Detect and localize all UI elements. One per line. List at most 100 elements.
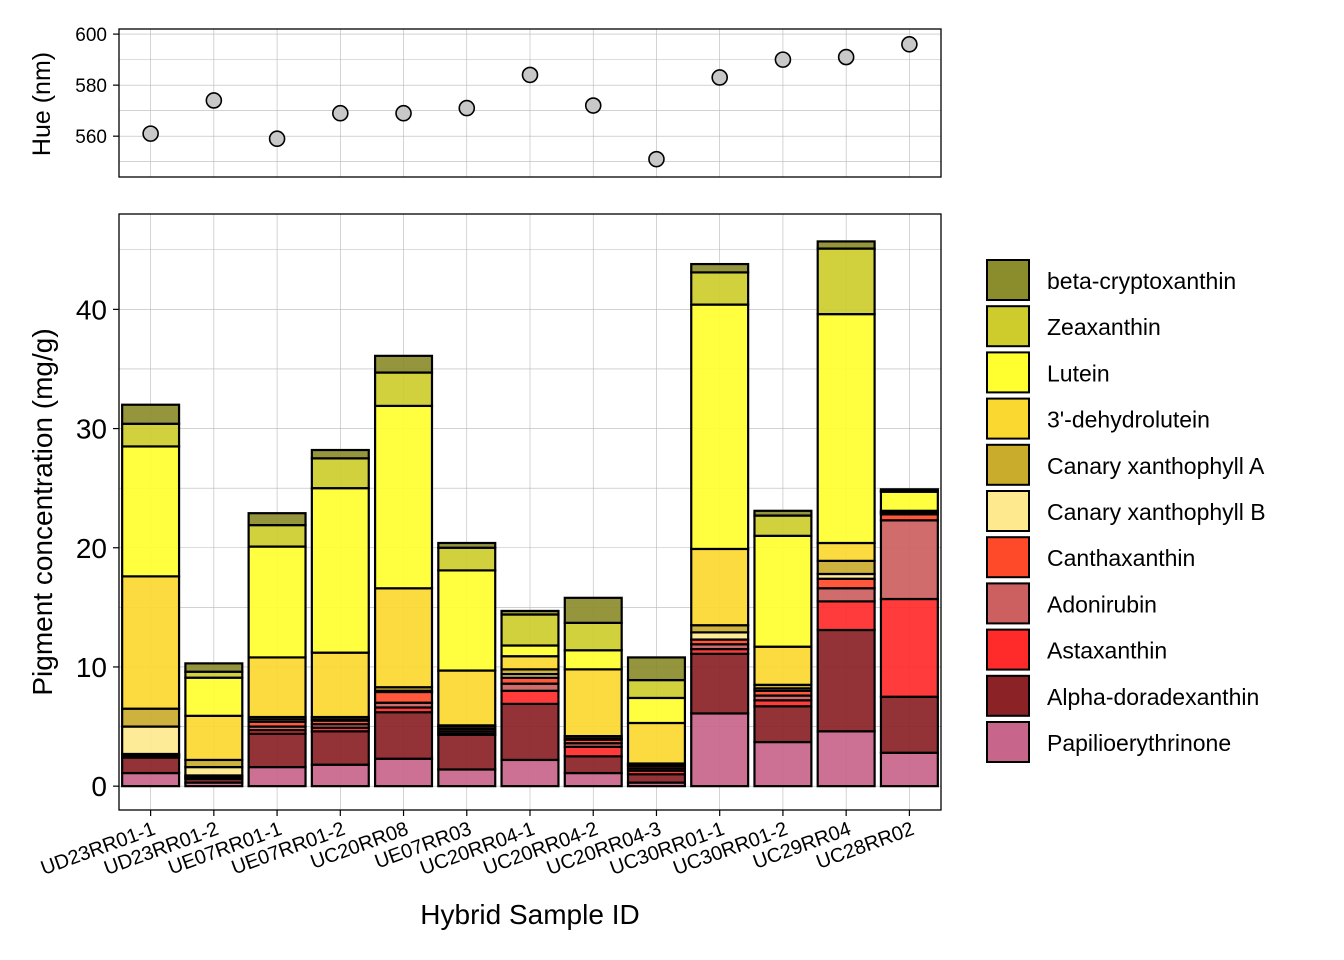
pigment-y-tick-label: 40	[76, 294, 107, 325]
legend-label: Alpha-doradexanthin	[1047, 684, 1259, 710]
bar-segment	[753, 645, 813, 686]
bar-segment	[373, 354, 434, 374]
legend-label: Canary xanthophyll A	[1047, 453, 1265, 479]
hue-point	[205, 92, 223, 109]
hue-point	[395, 104, 412, 122]
pigment-y-tick-label: 10	[76, 652, 107, 683]
legend-label: Astaxanthin	[1047, 638, 1167, 664]
bar-segment	[121, 403, 181, 425]
bar-segment	[690, 303, 750, 551]
hue-y-tick-label: 600	[75, 25, 107, 46]
bar-segment	[247, 732, 307, 769]
bar-segment	[563, 771, 623, 788]
bar-segment	[437, 569, 497, 672]
bar-segment	[753, 509, 813, 517]
bar-segment	[121, 725, 181, 756]
legend-label: Lutein	[1047, 360, 1110, 386]
bar-segment	[310, 763, 370, 788]
bar-segment	[437, 733, 497, 771]
bar-segment	[690, 262, 750, 274]
pigment-y-tick-label: 30	[76, 414, 107, 445]
legend-swatch	[986, 582, 1030, 625]
legend-label: Adonirubin	[1047, 591, 1157, 617]
bar-segment	[121, 771, 181, 788]
bar-segment	[247, 545, 307, 659]
hue-panel-border	[118, 28, 942, 178]
hue-panel: 560 580 600	[75, 25, 942, 178]
bar-segment	[690, 547, 750, 627]
bar-segment	[184, 714, 244, 762]
bar-segment	[437, 546, 497, 572]
bar-segment	[816, 240, 876, 250]
hue-point	[142, 125, 159, 142]
bar-segment	[247, 765, 307, 788]
hue-point	[332, 104, 349, 122]
bar-segment	[816, 541, 876, 562]
legend-label: Zeaxanthin	[1047, 314, 1161, 340]
bar-segment	[500, 655, 560, 671]
bar-segment	[690, 712, 750, 788]
bar-segment	[184, 765, 244, 777]
bar-segment	[626, 773, 687, 784]
bar-segment	[879, 695, 939, 754]
hue-point	[584, 97, 602, 114]
bar-segment	[879, 751, 939, 788]
bar-segment	[121, 422, 181, 448]
bar-segment	[626, 696, 687, 725]
bar-segment	[626, 721, 687, 765]
bar-segment	[753, 534, 813, 648]
bar-segment	[879, 519, 939, 601]
bar-segment	[563, 649, 623, 671]
legend-swatch	[986, 674, 1030, 717]
legend-swatch	[986, 443, 1030, 486]
hue-point	[901, 36, 918, 53]
bar-segment	[373, 587, 434, 689]
hue-point	[648, 150, 665, 168]
bar-segment	[753, 705, 813, 744]
bar-segment	[437, 541, 497, 549]
bar-segment	[816, 730, 876, 788]
bar-segment	[816, 587, 876, 603]
bar-segment	[310, 448, 370, 460]
bar-segment	[310, 487, 370, 654]
bar-segment	[816, 577, 876, 590]
legend-swatch	[986, 490, 1030, 532]
hue-point	[774, 51, 792, 68]
bar-segment	[121, 575, 181, 710]
bar-segment	[247, 656, 307, 719]
legend: beta-cryptoxanthin Zeaxanthin Lutein 3'-deh…	[986, 259, 1266, 763]
bar-segment	[816, 628, 876, 733]
bar-segment	[879, 597, 939, 698]
hue-y-tick-label: 560	[75, 127, 107, 148]
hue-point	[458, 99, 476, 117]
legend-swatch	[986, 721, 1030, 763]
pigment-y-tick-label: 0	[91, 771, 107, 802]
bar-segment	[563, 755, 623, 775]
legend-swatch	[986, 259, 1030, 301]
pigment-y-tick-label: 20	[76, 533, 107, 564]
bar-segment	[373, 371, 434, 408]
bar-segment	[247, 524, 307, 548]
bar-segment	[437, 669, 497, 727]
bar-segment	[816, 313, 876, 545]
bar-segment	[184, 662, 244, 673]
bar-segment	[753, 514, 813, 537]
bar-segment	[310, 651, 370, 719]
bar-segment	[373, 690, 434, 704]
hue-point	[521, 66, 539, 84]
legend-swatch	[986, 397, 1030, 440]
bar-segment	[626, 678, 687, 700]
bar-segment	[816, 600, 876, 632]
legend-label: Canary xanthophyll B	[1047, 499, 1266, 525]
legend-swatch	[986, 628, 1030, 671]
bar-segment	[121, 756, 181, 775]
bar-segment	[500, 609, 560, 616]
legend-label: 3'-dehydrolutein	[1047, 407, 1210, 433]
legend-swatch	[986, 305, 1030, 348]
bar-segment	[500, 613, 560, 647]
bar-segment	[121, 445, 181, 578]
hue-point	[837, 48, 855, 66]
bar-segment	[690, 271, 750, 306]
hue-y-tick-label: 580	[75, 76, 107, 97]
